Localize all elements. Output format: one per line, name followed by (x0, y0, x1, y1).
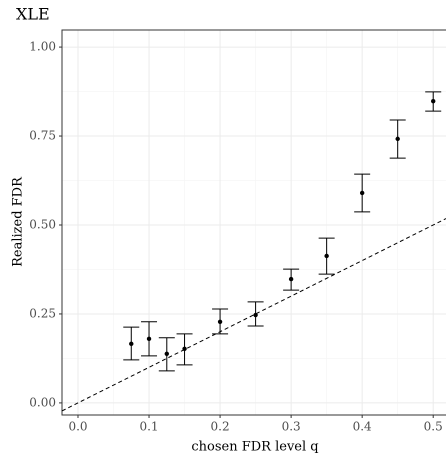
panel-border (61, 29, 446, 416)
point (431, 98, 436, 104)
y-tick-label: 0.75 (29, 129, 56, 143)
x-tick-label: 0.4 (353, 420, 372, 434)
x-tick-label: 0.0 (68, 420, 87, 434)
point (146, 336, 152, 342)
x-tick-label: 0.2 (211, 420, 230, 434)
chart-title: XLE (16, 5, 50, 24)
point (182, 346, 187, 352)
x-tick-label: 0.5 (424, 420, 443, 434)
point (288, 276, 294, 282)
y-tick-label: 1.00 (29, 40, 56, 54)
point (129, 341, 134, 347)
y-axis-label: Realized FDR (11, 176, 26, 267)
point (324, 253, 329, 259)
y-tick-label: 0.25 (29, 306, 56, 320)
y-tick-label: 0.50 (29, 217, 56, 231)
point (359, 190, 365, 196)
x-tick-label: 0.1 (139, 420, 158, 434)
point (164, 351, 169, 356)
point (217, 319, 223, 324)
x-axis-label: chosen FDR level q (191, 440, 318, 455)
x-tick-label: 0.3 (282, 420, 301, 434)
identity-line (61, 218, 446, 412)
y-tick-label: 0.00 (29, 395, 56, 409)
point (253, 312, 258, 318)
point (395, 136, 400, 142)
